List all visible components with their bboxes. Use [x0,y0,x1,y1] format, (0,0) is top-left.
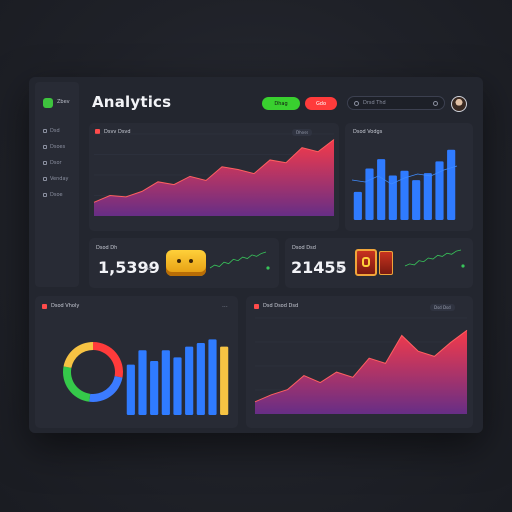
main-area-line [93,139,335,203]
search-clear-icon[interactable] [433,100,438,106]
sidebar-item-label: Dsor [50,160,62,166]
search-icon [354,100,359,106]
search-input[interactable]: Drsd Thd [347,96,445,110]
sidebar-item-label: Dsd [50,128,60,134]
green-button-label: Dhag [274,100,288,107]
stat-card-2-value: 21455 [291,258,347,277]
top-bars-bar [423,173,432,220]
main-area-title: Dsvv Dsvd [104,129,131,135]
sidebar-item-5[interactable]: Dsoe [43,192,63,198]
donut-card-title: Dsod Vholy [51,303,80,309]
spark1-line [209,251,267,269]
bottom-bars-bar [126,364,135,415]
bottom-area-area [255,330,467,414]
sidebar-item-1[interactable]: Dsd [43,128,60,134]
stat-card-2-title: Dsod Dsd [292,245,316,251]
sidebar-item-2[interactable]: Dsoes [43,144,65,150]
donut-slice [63,342,93,368]
bottom-bars-bar [220,346,229,415]
bottom-area-chart [254,317,468,414]
donut-slice [63,366,91,402]
main-area-chart [93,133,335,216]
stat-card-2-sparkline [404,249,465,268]
sidebar-item-label: Dsoe [50,192,63,198]
donut-slice [89,376,123,402]
sidebar-item-4[interactable]: Venday [43,176,68,182]
red-button-label: Gdo [315,100,327,107]
bottom-bars-bar [138,350,147,415]
donut-slice [93,342,124,378]
book-icon-2 [379,251,393,275]
stat-card-1-sparkline [209,251,270,270]
main-area-area [94,139,334,216]
sidebar-item-3[interactable]: Dsor [43,160,62,166]
donut-more-icon[interactable]: ··· [222,304,228,311]
red-action-button[interactable]: Gdo [305,97,337,110]
main-area-card-icon [95,129,100,134]
sidebar-item-label: Venday [50,176,69,182]
bottom-bars-bar [208,339,217,415]
page-title: Analytics [92,93,172,111]
donut-card-icon [42,304,47,309]
spark1-dot [266,266,270,270]
top-bars-bar [377,159,386,220]
stat-card-1-unit: Ad [145,266,152,272]
bottom-area-line [254,329,468,403]
grid-icon [43,129,47,133]
bottom-bar-chart [126,339,229,415]
settings-icon [43,193,47,197]
green-action-button[interactable]: Dhag [262,97,300,110]
top-bars-trend-line [351,165,458,185]
top-bars-bar [388,175,397,220]
top-bars-bar [447,149,456,220]
avatar[interactable] [451,96,467,112]
top-bars-bar [412,180,421,220]
app-logo-text: Zbev [57,99,70,105]
top-bars-bar [400,170,409,220]
top-bars-bar [365,168,374,220]
stat-card-1-title: Dsod Dh [96,245,118,251]
top-bars-bar [353,191,362,220]
bottom-bars-bar [150,361,159,415]
bottom-bars-bar [161,350,170,415]
bottom-bars-bar [185,346,194,415]
stat-card-2-unit: Ad [337,266,344,272]
bottom-bars-bar [173,357,182,415]
bottom-area-card-icon [254,304,259,309]
bar-chart-title: Dsod Vodgs [353,129,383,135]
sidebar-item-label: Dsoes [50,144,66,150]
top-bars-bar [435,161,444,220]
bottom-area-tag[interactable]: Dsd Dsd [430,304,455,311]
stat-card-1-value: 1,5399 [98,258,160,277]
calendar-icon [43,177,47,181]
donut-chart [63,342,124,402]
sidebar [35,82,79,287]
spark2-dot [461,264,465,268]
folder-icon [43,161,47,165]
book-icon [355,249,377,276]
bottom-bars-bar [196,343,205,415]
bar-chart-top [351,149,458,220]
main-area-tag[interactable]: Dhoss [292,129,313,136]
treasure-chest-icon [166,250,206,276]
search-placeholder: Drsd Thd [363,100,386,106]
bottom-area-title: Dsd Dsod Dsd [263,303,299,309]
spark2-line [404,249,462,267]
chart-icon [43,145,47,149]
app-logo-icon [43,98,53,108]
